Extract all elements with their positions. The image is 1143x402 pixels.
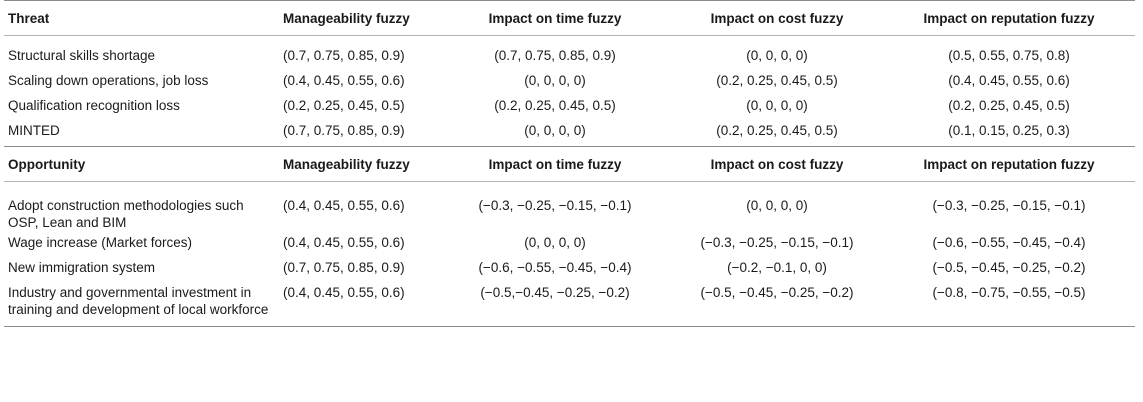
table-cell: (0, 0, 0, 0): [746, 48, 808, 63]
table-cell: (0.2, 0.25, 0.45, 0.5): [494, 98, 616, 113]
header-cell: Impact on time fuzzy: [439, 146, 671, 182]
opportunity-name: Wage increase (Market forces): [8, 235, 193, 250]
table-cell: (0.7, 0.75, 0.85, 0.9): [283, 260, 405, 275]
table-row: Wage increase (Market forces) (0.4, 0.45…: [4, 233, 1135, 258]
header-cell: Manageability fuzzy: [279, 146, 439, 182]
table-cell: (0, 0, 0, 0): [746, 198, 808, 213]
threat-header-row: Threat Manageability fuzzy Impact on tim…: [4, 0, 1135, 36]
header-cell: Opportunity: [4, 146, 279, 182]
opportunity-name: Industry and governmental investment in …: [4, 283, 279, 327]
opportunity-header-row: Opportunity Manageability fuzzy Impact o…: [4, 146, 1135, 182]
table-cell: (−0.6, −0.55, −0.45, −0.4): [478, 260, 632, 275]
header-cell: Threat: [4, 0, 279, 36]
table-cell: (0.5, 0.55, 0.75, 0.8): [948, 48, 1070, 63]
table-cell: (0.2, 0.25, 0.45, 0.5): [283, 98, 405, 113]
threat-name: Qualification recognition loss: [8, 98, 180, 113]
header-cell: Impact on reputation fuzzy: [883, 146, 1135, 182]
table-row: Structural skills shortage (0.7, 0.75, 0…: [4, 46, 1135, 71]
table-cell: (−0.3, −0.25, −0.15, −0.1): [932, 198, 1086, 213]
table-cell: (−0.8, −0.75, −0.55, −0.5): [883, 283, 1135, 327]
header-cell: Impact on time fuzzy: [439, 0, 671, 36]
header-cell: Impact on cost fuzzy: [671, 146, 883, 182]
table-cell: (0.1, 0.15, 0.25, 0.3): [948, 123, 1070, 138]
table-cell: (−0.5, −0.45, −0.25, −0.2): [671, 283, 883, 327]
table-row: Adopt construction methodologies such OS…: [4, 196, 1135, 233]
table-cell: (0.4, 0.45, 0.55, 0.6): [948, 73, 1070, 88]
table-cell: (0.2, 0.25, 0.45, 0.5): [948, 98, 1070, 113]
threat-name: Scaling down operations, job loss: [8, 73, 209, 88]
table-row: Industry and governmental investment in …: [4, 283, 1135, 327]
table-cell: (−0.5,−0.45, −0.25, −0.2): [439, 283, 671, 327]
threat-name: MINTED: [8, 123, 60, 138]
spacer-row: [4, 182, 1135, 197]
opportunity-name: New immigration system: [8, 260, 156, 275]
table-cell: (0.4, 0.45, 0.55, 0.6): [279, 283, 439, 327]
opportunity-name: Adopt construction methodologies such OS…: [8, 198, 244, 230]
table-row: Qualification recognition loss (0.2, 0.2…: [4, 96, 1135, 121]
threat-name: Structural skills shortage: [8, 48, 156, 63]
table-row: Scaling down operations, job loss (0.4, …: [4, 71, 1135, 96]
spacer-row: [4, 36, 1135, 47]
table-cell: (0, 0, 0, 0): [524, 235, 586, 250]
table-cell: (0.2, 0.25, 0.45, 0.5): [716, 123, 838, 138]
table-cell: (0.4, 0.45, 0.55, 0.6): [283, 73, 405, 88]
table-cell: (0, 0, 0, 0): [746, 98, 808, 113]
header-cell: Impact on reputation fuzzy: [883, 0, 1135, 36]
table-row: New immigration system (0.7, 0.75, 0.85,…: [4, 258, 1135, 283]
table-cell: (−0.2, −0.1, 0, 0): [727, 260, 827, 275]
table-cell: (0.7, 0.75, 0.85, 0.9): [283, 123, 405, 138]
fuzzy-risk-table: Threat Manageability fuzzy Impact on tim…: [4, 0, 1135, 327]
table-row: MINTED (0.7, 0.75, 0.85, 0.9) (0, 0, 0, …: [4, 121, 1135, 147]
table-cell: (0.7, 0.75, 0.85, 0.9): [283, 48, 405, 63]
table-cell: (−0.5, −0.45, −0.25, −0.2): [932, 260, 1086, 275]
table-cell: (0.2, 0.25, 0.45, 0.5): [716, 73, 838, 88]
table-cell: (0, 0, 0, 0): [524, 73, 586, 88]
table-cell: (−0.3, −0.25, −0.15, −0.1): [478, 198, 632, 213]
table-cell: (0.4, 0.45, 0.55, 0.6): [283, 198, 405, 213]
table-cell: (−0.3, −0.25, −0.15, −0.1): [700, 235, 854, 250]
table-cell: (0, 0, 0, 0): [524, 123, 586, 138]
header-cell: Impact on cost fuzzy: [671, 0, 883, 36]
header-cell: Manageability fuzzy: [279, 0, 439, 36]
table-cell: (−0.6, −0.55, −0.45, −0.4): [932, 235, 1086, 250]
table-cell: (0.7, 0.75, 0.85, 0.9): [494, 48, 616, 63]
table-cell: (0.4, 0.45, 0.55, 0.6): [283, 235, 405, 250]
